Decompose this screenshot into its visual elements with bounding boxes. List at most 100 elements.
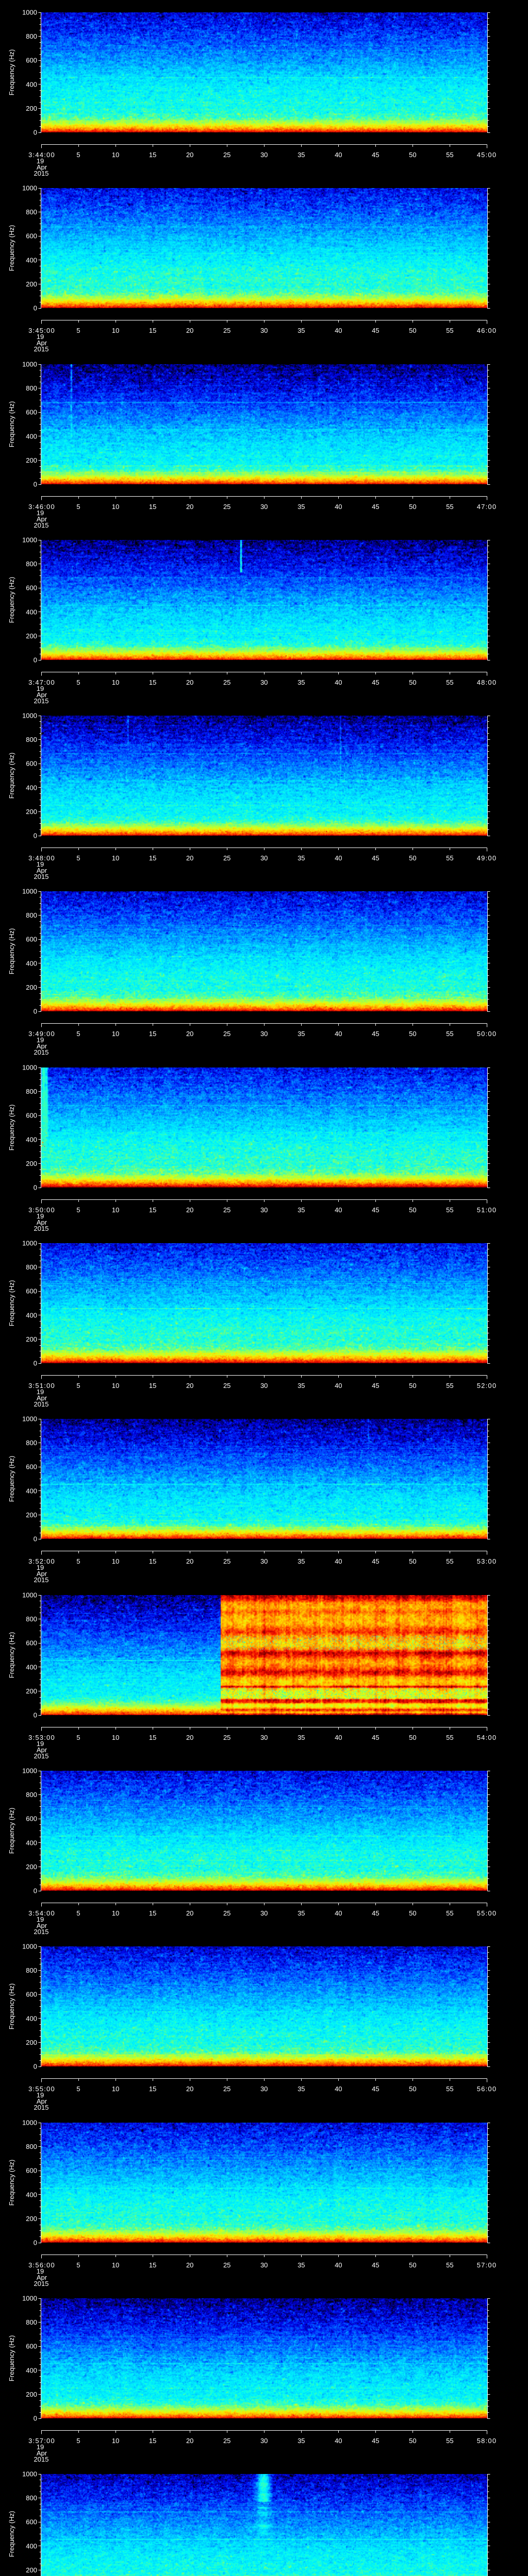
svg-text:0: 0 — [34, 2239, 37, 2247]
svg-text:55: 55 — [446, 327, 453, 334]
svg-text:2015: 2015 — [34, 1928, 49, 1935]
svg-text:19: 19 — [37, 1916, 44, 1923]
svg-text:25: 25 — [223, 1030, 230, 1038]
svg-text:1000: 1000 — [22, 1240, 37, 1247]
svg-text:10: 10 — [112, 2437, 119, 2445]
svg-text:200: 200 — [26, 2215, 37, 2223]
svg-text:10: 10 — [112, 327, 119, 334]
svg-text:1000: 1000 — [22, 536, 37, 544]
svg-text:2015: 2015 — [34, 1576, 49, 1583]
svg-text:10: 10 — [112, 1909, 119, 1917]
svg-text:800: 800 — [26, 384, 37, 392]
svg-text:55: 55 — [446, 2437, 453, 2445]
svg-text:1000: 1000 — [22, 2470, 37, 2478]
svg-text:400: 400 — [26, 80, 37, 88]
svg-text:Apr: Apr — [37, 1042, 47, 1050]
svg-text:400: 400 — [26, 1839, 37, 1846]
svg-text:45: 45 — [372, 2085, 379, 2093]
svg-text:1000: 1000 — [22, 184, 37, 192]
svg-text:30: 30 — [260, 2261, 268, 2269]
svg-text:45: 45 — [372, 1206, 379, 1214]
svg-text:400: 400 — [26, 2191, 37, 2198]
svg-text:15: 15 — [149, 854, 156, 862]
svg-text:3:45:00: 3:45:00 — [28, 327, 55, 334]
svg-text:Frequency (Hz): Frequency (Hz) — [8, 1632, 15, 1679]
svg-text:15: 15 — [149, 1909, 156, 1917]
svg-text:50: 50 — [409, 2437, 416, 2445]
svg-text:5: 5 — [76, 151, 80, 159]
svg-text:0: 0 — [34, 1184, 37, 1192]
svg-text:Apr: Apr — [37, 2274, 47, 2281]
svg-text:54:00: 54:00 — [477, 1734, 497, 1741]
svg-text:600: 600 — [26, 1815, 37, 1823]
svg-text:800: 800 — [26, 2318, 37, 2326]
svg-text:600: 600 — [26, 1639, 37, 1647]
svg-text:40: 40 — [335, 679, 342, 686]
svg-text:800: 800 — [26, 32, 37, 40]
svg-text:5: 5 — [76, 503, 80, 511]
svg-text:3:53:00: 3:53:00 — [28, 1734, 55, 1741]
svg-text:400: 400 — [26, 2542, 37, 2550]
svg-text:40: 40 — [335, 1734, 342, 1741]
svg-text:Frequency (Hz): Frequency (Hz) — [8, 1984, 15, 2030]
svg-text:200: 200 — [26, 2566, 37, 2574]
svg-text:51:00: 51:00 — [477, 1206, 497, 1214]
svg-text:45: 45 — [372, 854, 379, 862]
svg-text:55: 55 — [446, 151, 453, 159]
svg-text:19: 19 — [37, 1388, 44, 1396]
svg-text:3:46:00: 3:46:00 — [28, 503, 55, 511]
svg-text:10: 10 — [112, 2085, 119, 2093]
svg-text:Apr: Apr — [37, 163, 47, 171]
svg-text:40: 40 — [335, 151, 342, 159]
svg-text:15: 15 — [149, 1382, 156, 1389]
svg-text:800: 800 — [26, 2494, 37, 2502]
svg-text:0: 0 — [34, 1535, 37, 1543]
svg-text:600: 600 — [26, 409, 37, 416]
svg-text:25: 25 — [223, 1909, 230, 1917]
svg-text:600: 600 — [26, 1991, 37, 1998]
svg-text:400: 400 — [26, 2366, 37, 2374]
svg-text:50: 50 — [409, 1206, 416, 1214]
svg-text:0: 0 — [34, 129, 37, 137]
svg-text:40: 40 — [335, 1909, 342, 1917]
svg-text:35: 35 — [298, 1206, 305, 1214]
svg-text:5: 5 — [76, 2437, 80, 2445]
svg-text:5: 5 — [76, 679, 80, 686]
svg-text:40: 40 — [335, 327, 342, 334]
svg-text:5: 5 — [76, 854, 80, 862]
svg-text:10: 10 — [112, 151, 119, 159]
svg-text:46:00: 46:00 — [477, 327, 497, 334]
svg-text:Frequency (Hz): Frequency (Hz) — [8, 2160, 15, 2206]
svg-text:56:00: 56:00 — [477, 2085, 497, 2093]
svg-text:15: 15 — [149, 2437, 156, 2445]
svg-text:25: 25 — [223, 151, 230, 159]
svg-text:40: 40 — [335, 1030, 342, 1038]
svg-text:Apr: Apr — [37, 1922, 47, 1929]
svg-text:15: 15 — [149, 1734, 156, 1741]
svg-text:45: 45 — [372, 1557, 379, 1565]
svg-text:20: 20 — [186, 1734, 193, 1741]
svg-text:3:50:00: 3:50:00 — [28, 1206, 55, 1214]
svg-text:1000: 1000 — [22, 2295, 37, 2302]
svg-text:19: 19 — [37, 860, 44, 868]
svg-text:200: 200 — [26, 456, 37, 464]
svg-text:20: 20 — [186, 854, 193, 862]
svg-text:50:00: 50:00 — [477, 1030, 497, 1038]
svg-text:Apr: Apr — [37, 691, 47, 699]
svg-text:30: 30 — [260, 2437, 268, 2445]
svg-text:600: 600 — [26, 584, 37, 592]
svg-text:10: 10 — [112, 1030, 119, 1038]
svg-text:200: 200 — [26, 2391, 37, 2398]
svg-text:Frequency (Hz): Frequency (Hz) — [8, 401, 15, 448]
svg-text:40: 40 — [335, 2261, 342, 2269]
svg-text:2015: 2015 — [34, 697, 49, 704]
svg-text:25: 25 — [223, 854, 230, 862]
svg-text:200: 200 — [26, 984, 37, 991]
svg-text:400: 400 — [26, 256, 37, 264]
svg-text:30: 30 — [260, 327, 268, 334]
svg-text:40: 40 — [335, 854, 342, 862]
svg-text:55:00: 55:00 — [477, 1909, 497, 1917]
svg-text:55: 55 — [446, 1206, 453, 1214]
svg-text:5: 5 — [76, 2261, 80, 2269]
svg-text:Frequency (Hz): Frequency (Hz) — [8, 1280, 15, 1327]
